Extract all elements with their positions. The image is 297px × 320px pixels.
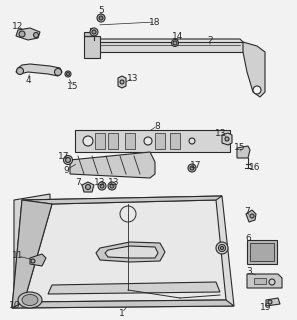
Text: 8: 8 — [154, 122, 160, 131]
Text: 6: 6 — [245, 234, 251, 243]
Polygon shape — [125, 133, 135, 149]
Circle shape — [253, 86, 261, 94]
Polygon shape — [14, 194, 50, 296]
Text: 15: 15 — [234, 142, 246, 151]
Circle shape — [34, 33, 39, 37]
Text: 5: 5 — [98, 5, 104, 14]
Text: 13: 13 — [108, 178, 120, 187]
Circle shape — [173, 41, 177, 45]
Polygon shape — [48, 282, 220, 294]
Text: 19: 19 — [260, 303, 272, 313]
Polygon shape — [246, 210, 256, 222]
Circle shape — [97, 14, 105, 22]
Text: 12: 12 — [12, 21, 24, 30]
Text: 17: 17 — [58, 151, 70, 161]
Text: 10: 10 — [9, 300, 21, 309]
Polygon shape — [84, 36, 100, 58]
Text: 15: 15 — [67, 82, 79, 91]
Polygon shape — [30, 254, 46, 266]
Text: 4: 4 — [25, 76, 31, 84]
Polygon shape — [12, 196, 234, 308]
Circle shape — [98, 182, 106, 190]
Text: 16: 16 — [249, 163, 261, 172]
Circle shape — [86, 185, 91, 189]
Text: 1: 1 — [119, 308, 125, 317]
Circle shape — [144, 137, 152, 145]
Polygon shape — [84, 28, 93, 36]
Circle shape — [67, 73, 69, 76]
Text: 7: 7 — [75, 178, 81, 187]
Circle shape — [26, 296, 34, 304]
Ellipse shape — [18, 292, 42, 308]
Text: 3: 3 — [246, 268, 252, 276]
Text: 18: 18 — [149, 18, 161, 27]
Bar — [250, 243, 274, 261]
Polygon shape — [82, 182, 94, 192]
Circle shape — [64, 156, 72, 164]
Polygon shape — [170, 133, 180, 149]
Text: 7: 7 — [244, 206, 250, 215]
Circle shape — [220, 246, 224, 250]
Polygon shape — [108, 133, 118, 149]
Polygon shape — [247, 274, 282, 288]
Circle shape — [120, 80, 124, 84]
Circle shape — [225, 137, 229, 141]
Polygon shape — [22, 196, 222, 204]
Text: 17: 17 — [190, 161, 202, 170]
Polygon shape — [243, 42, 265, 97]
Circle shape — [268, 300, 272, 304]
Circle shape — [269, 279, 275, 285]
Circle shape — [188, 164, 196, 172]
Text: 13: 13 — [94, 178, 106, 187]
Polygon shape — [118, 76, 126, 88]
Text: 14: 14 — [172, 31, 184, 41]
Polygon shape — [237, 146, 250, 158]
Circle shape — [250, 214, 254, 218]
Polygon shape — [105, 246, 158, 258]
Circle shape — [99, 16, 103, 20]
Circle shape — [65, 71, 71, 77]
Circle shape — [55, 68, 61, 76]
Circle shape — [189, 138, 195, 144]
Circle shape — [219, 244, 225, 252]
Polygon shape — [70, 152, 155, 178]
Polygon shape — [24, 200, 226, 302]
Polygon shape — [88, 39, 245, 48]
Polygon shape — [95, 133, 105, 149]
Circle shape — [83, 136, 93, 146]
Polygon shape — [12, 200, 52, 308]
Text: 9: 9 — [63, 165, 69, 174]
Polygon shape — [16, 64, 62, 76]
Circle shape — [31, 259, 35, 263]
Text: 13: 13 — [215, 129, 227, 138]
Circle shape — [100, 184, 104, 188]
Polygon shape — [155, 133, 165, 149]
Polygon shape — [75, 130, 230, 152]
Circle shape — [19, 31, 25, 37]
Circle shape — [66, 157, 70, 163]
Text: 13: 13 — [127, 74, 139, 83]
Bar — [247, 240, 277, 264]
Circle shape — [171, 39, 178, 46]
Text: 11: 11 — [12, 252, 24, 260]
Circle shape — [254, 248, 262, 256]
Polygon shape — [88, 42, 243, 52]
Circle shape — [108, 182, 116, 190]
Circle shape — [216, 242, 228, 254]
Circle shape — [190, 166, 194, 170]
Circle shape — [264, 248, 272, 256]
Ellipse shape — [22, 294, 38, 306]
Polygon shape — [16, 28, 40, 40]
Polygon shape — [266, 298, 280, 306]
Polygon shape — [12, 300, 234, 308]
Polygon shape — [222, 133, 232, 145]
Circle shape — [92, 30, 96, 34]
Circle shape — [110, 184, 114, 188]
Text: 2: 2 — [207, 36, 213, 44]
Polygon shape — [254, 278, 266, 284]
Polygon shape — [96, 242, 165, 262]
Circle shape — [90, 28, 98, 36]
Circle shape — [17, 68, 23, 75]
